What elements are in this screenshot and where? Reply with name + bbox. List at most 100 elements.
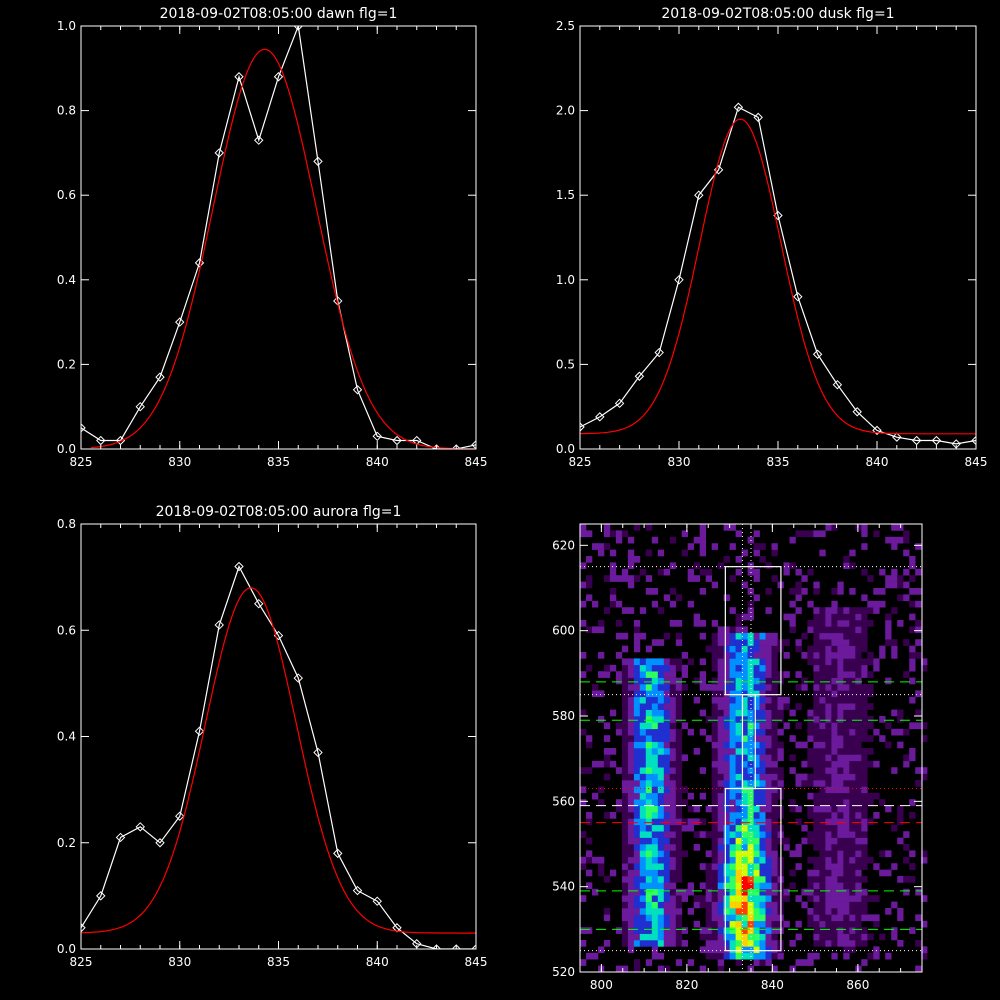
heatmap-cell [867, 722, 874, 730]
heatmap-cell [651, 696, 659, 704]
heatmap-cell [711, 645, 718, 653]
heatmap-cell [669, 818, 677, 826]
heatmap-cell [819, 677, 826, 685]
heatmap-cell [873, 588, 880, 595]
heatmap-cell [627, 837, 635, 845]
heatmap-cell [915, 543, 922, 550]
heatmap-cell [735, 690, 742, 698]
heatmap-cell [897, 709, 904, 717]
heatmap-cell [813, 876, 820, 883]
heatmap-cell [663, 831, 671, 838]
heatmap-cell [627, 536, 635, 544]
heatmap-cell [813, 882, 820, 890]
heatmap-cell [795, 530, 802, 538]
heatmap-cell [759, 696, 766, 704]
heatmap-cell [741, 613, 748, 621]
heatmap-cell [645, 933, 653, 941]
heatmap-cell [903, 728, 910, 736]
heatmap-cell [669, 588, 677, 595]
heatmap-cell [639, 895, 647, 902]
heatmap-cell [873, 812, 880, 819]
heatmap-cell [723, 741, 730, 749]
heatmap-cell [747, 812, 754, 819]
heatmap-cell [753, 684, 760, 691]
heatmap-cell [645, 850, 653, 858]
heatmap-cell [657, 709, 665, 717]
heatmap-cell [615, 530, 623, 538]
heatmap-cell [741, 645, 748, 653]
heatmap-cell [765, 933, 772, 941]
heatmap-cell [759, 812, 766, 819]
heatmap-cell [837, 818, 844, 826]
heatmap-cell [586, 575, 593, 582]
heatmap-cell [651, 844, 659, 851]
heatmap-cell [819, 824, 826, 832]
heatmap-cell [765, 850, 772, 858]
heatmap-cell [777, 748, 784, 755]
heatmap-cell [592, 690, 599, 698]
heatmap-cell [723, 908, 730, 915]
heatmap-cell [627, 914, 635, 922]
heatmap-cell [759, 920, 766, 928]
heatmap-cell [873, 607, 880, 614]
heatmap-cell [855, 786, 862, 794]
heatmap-cell [705, 805, 712, 813]
heatmap-cell [879, 869, 886, 877]
heatmap-cell [639, 754, 647, 762]
heatmap-cell [747, 639, 754, 646]
heatmap-cell [699, 543, 706, 550]
heatmap-cell [807, 600, 814, 608]
heatmap-cell [825, 895, 832, 902]
heatmap-cell [645, 716, 653, 723]
heatmap-cell [699, 863, 706, 870]
heatmap-cell [645, 805, 653, 813]
heatmap-cell [849, 799, 856, 806]
chart-title: 2018-09-02T08:05:00 aurora flg=1 [156, 504, 402, 520]
heatmap-cell [741, 818, 748, 826]
heatmap-cell [723, 748, 730, 755]
heatmap-cell [711, 869, 718, 877]
heatmap-cell [615, 722, 623, 730]
heatmap-cell [825, 741, 832, 749]
heatmap-cell [651, 946, 659, 954]
heatmap-cell [891, 607, 898, 614]
heatmap-cell [699, 677, 706, 685]
heatmap-cell [843, 908, 850, 915]
heatmap-cell [843, 882, 850, 890]
heatmap-cell [837, 869, 844, 877]
heatmap-cell [753, 837, 760, 845]
heatmap-cell [729, 754, 736, 762]
heatmap-cell [849, 805, 856, 813]
y-tick-label: 0.0 [57, 942, 76, 956]
heatmap-cell [831, 690, 838, 698]
heatmap-cell [675, 888, 683, 896]
panel-3: 825 830 835 840 8450.00.20.40.60.82018-09-02… [57, 504, 488, 969]
heatmap-cell [825, 524, 832, 531]
heatmap-cell [903, 530, 910, 538]
heatmap-cell [669, 703, 677, 710]
heatmap-cell [801, 677, 808, 685]
heatmap-cell [903, 856, 910, 864]
heatmap-cell [747, 946, 754, 954]
heatmap-cell [621, 786, 629, 794]
heatmap-cell [633, 735, 641, 742]
data-point [234, 561, 244, 572]
heatmap-cell [711, 831, 718, 838]
heatmap-cell [657, 965, 665, 973]
heatmap-cell [873, 792, 880, 800]
heatmap-cell [651, 882, 659, 890]
heatmap-cell [580, 799, 587, 806]
heatmap-cell [723, 786, 730, 794]
heatmap-cell [651, 888, 659, 896]
heatmap-cell [705, 684, 712, 691]
heatmap-cell [771, 773, 778, 781]
heatmap-cell [741, 952, 748, 960]
heatmap-cell [753, 664, 760, 672]
heatmap-cell [909, 799, 916, 806]
heatmap-cell [825, 639, 832, 646]
heatmap-cell [633, 914, 641, 922]
heatmap-cell [675, 818, 683, 826]
heatmap-cell [753, 716, 760, 723]
heatmap-cell [861, 844, 868, 851]
heatmap-cell [843, 792, 850, 800]
